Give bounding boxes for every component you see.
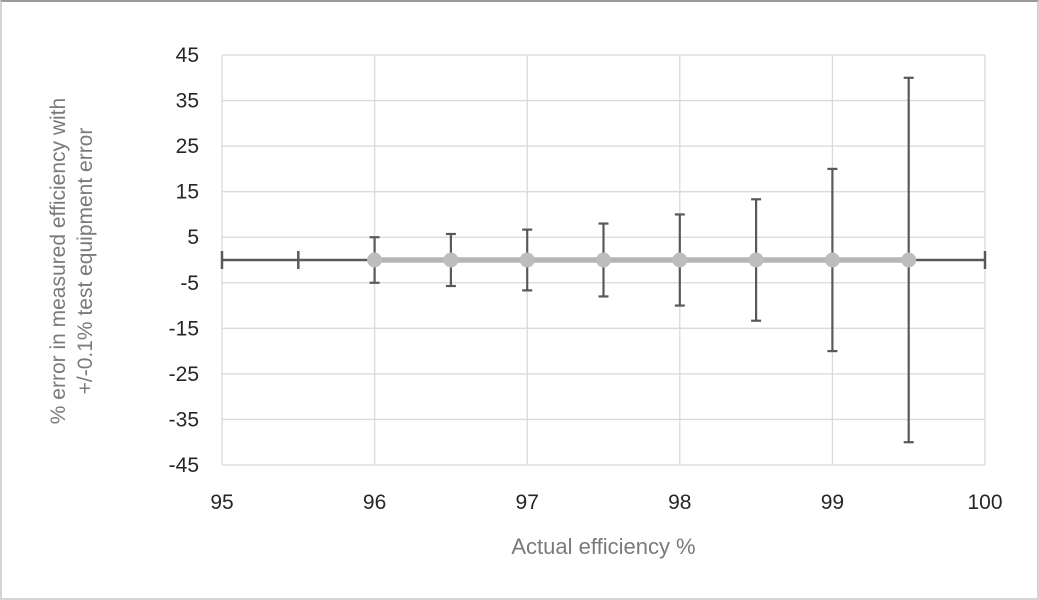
y-tick-label: 35 xyxy=(176,90,199,113)
y-tick-label: 45 xyxy=(176,44,199,67)
y-tick-label: -25 xyxy=(169,363,199,386)
x-tick-label: 97 xyxy=(516,491,539,514)
x-axis-title: Actual efficiency % xyxy=(511,534,696,559)
data-point-marker xyxy=(901,252,917,268)
x-tick-label: 99 xyxy=(821,491,844,514)
data-point-marker xyxy=(672,252,688,268)
x-tick-label: 96 xyxy=(363,491,386,514)
x-tick-label: 98 xyxy=(668,491,691,514)
y-tick-label: 15 xyxy=(176,181,199,204)
data-point-marker xyxy=(367,252,383,268)
y-axis-title-line-1: % error in measured efficiency with xyxy=(47,97,70,425)
y-tick-label: 5 xyxy=(187,226,199,249)
y-tick-label: -45 xyxy=(169,454,199,477)
data-point-marker xyxy=(748,252,764,268)
x-tick-label: 95 xyxy=(210,491,233,514)
y-axis-title-line-2: +/-0.1% test equipment error xyxy=(74,127,97,395)
y-axis-title: % error in measured efficiency with +/-0… xyxy=(45,2,99,561)
data-point-marker xyxy=(824,252,840,268)
data-point-marker xyxy=(443,252,459,268)
y-tick-label: -5 xyxy=(180,272,199,295)
data-point-marker xyxy=(596,252,611,268)
data-point-marker xyxy=(519,252,535,268)
y-tick-label: 25 xyxy=(176,135,199,158)
y-tick-label: -35 xyxy=(169,408,199,431)
x-tick-label: 100 xyxy=(967,491,1002,514)
y-tick-label: -15 xyxy=(169,317,199,340)
